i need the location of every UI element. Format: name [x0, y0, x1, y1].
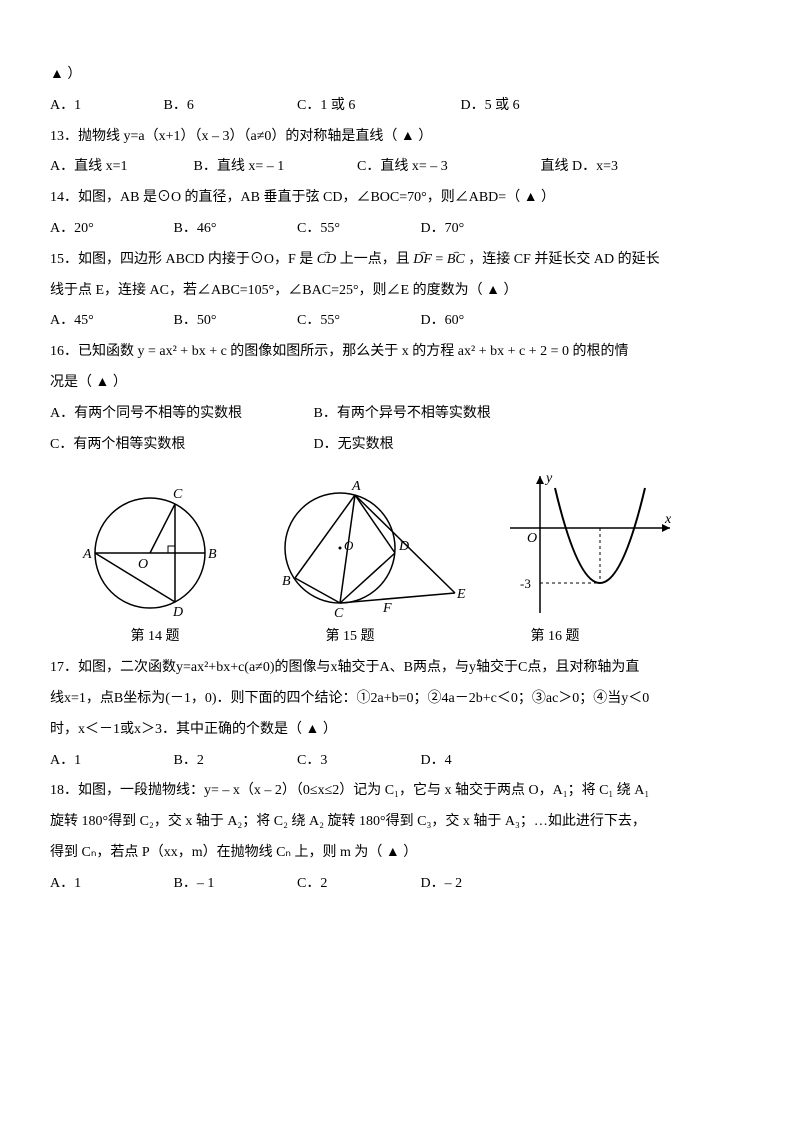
- lead-fragment: ▲ ）: [50, 60, 750, 91]
- svg-text:O: O: [138, 557, 148, 572]
- q15-opt-b: B．50°: [174, 306, 294, 337]
- q17-opt-b: B．2: [174, 746, 294, 777]
- q12-opt-a: A．1: [50, 91, 160, 122]
- q13-opt-c: C．直线 x= – 3: [357, 152, 537, 183]
- q15-stem-line1: 15．如图，四边形 ABCD 内接于⊙O，F 是 ⌢CD 上一点，且 ⌢DF =…: [50, 245, 750, 276]
- q16-opt-a: A．有两个同号不相等的实数根: [50, 399, 310, 430]
- svg-text:B: B: [282, 574, 291, 589]
- svg-text:C: C: [173, 487, 183, 502]
- svg-text:B: B: [208, 547, 217, 562]
- svg-text:F: F: [382, 601, 392, 616]
- q15-opt-a: A．45°: [50, 306, 170, 337]
- q18-line2: 旋转 180°得到 C₂，交 x 轴于 A₂；将 C₂ 绕 A₂ 旋转 180°…: [50, 807, 750, 838]
- q13-opt-a: A．直线 x=1: [50, 152, 190, 183]
- q14-opt-a: A．20°: [50, 214, 170, 245]
- fig16: x y O -3: [500, 468, 680, 618]
- q15-text-3: ，连接 CF 并延长交 AD 的延长: [465, 252, 660, 267]
- svg-text:C: C: [334, 606, 344, 618]
- svg-text:A: A: [351, 479, 361, 494]
- q14-stem: 14．如图，AB 是⊙O 的直径，AB 垂直于弦 CD，∠BOC=70°，则∠A…: [50, 183, 750, 214]
- svg-text:A: A: [82, 547, 92, 562]
- q12-opt-c: C．1 或 6: [297, 91, 457, 122]
- q18-opt-b: B．– 1: [174, 869, 294, 900]
- q16-opt-b: B．有两个异号不相等实数根: [314, 399, 491, 430]
- q17-opt-c: C．3: [297, 746, 417, 777]
- fig16-caption: 第 16 题: [460, 622, 650, 653]
- q15-text-2: 上一点，且: [336, 252, 413, 267]
- q16-opt-d: D．无实数根: [314, 430, 394, 461]
- q18-options: A．1 B．– 1 C．2 D．– 2: [50, 869, 750, 900]
- q17-opt-d: D．4: [421, 746, 541, 777]
- q12-opt-d: D．5 或 6: [461, 91, 621, 122]
- q13-stem: 13．抛物线 y=a（x+1）（x – 3）（a≠0）的对称轴是直线（ ▲ ）: [50, 122, 750, 153]
- q17-options: A．1 B．2 C．3 D．4: [50, 746, 750, 777]
- q18-opt-a: A．1: [50, 869, 170, 900]
- arc-bc: ⌢BC: [447, 252, 465, 267]
- svg-text:y: y: [544, 471, 553, 486]
- figure-captions: 第 14 题 第 15 题 第 16 题: [70, 622, 750, 653]
- q15-eq: =: [432, 252, 447, 267]
- q18-opt-d: D．– 2: [421, 869, 541, 900]
- q18-opt-c: C．2: [297, 869, 417, 900]
- q17-line3: 时，x＜－1或x＞3．其中正确的个数是（ ▲ ）: [50, 715, 750, 746]
- q14-options: A．20° B．46° C．55° D．70°: [50, 214, 750, 245]
- q15-text-1: 15．如图，四边形 ABCD 内接于⊙O，F 是: [50, 252, 317, 267]
- svg-text:E: E: [456, 587, 466, 602]
- svg-text:D: D: [172, 605, 183, 618]
- fig15-caption: 第 15 题: [240, 622, 460, 653]
- svg-text:-3: -3: [520, 576, 531, 591]
- q18-line3: 得到 Cₙ，若点 P（xx，m）在抛物线 Cₙ 上，则 m 为（ ▲ ）: [50, 838, 750, 869]
- q13-opt-b: B．直线 x= – 1: [194, 152, 354, 183]
- q18-line1: 18．如图，一段抛物线：y= – x（x – 2）（0≤x≤2）记为 C₁，它与…: [50, 776, 750, 807]
- q13-opt-d: 直线 D．x=3: [541, 152, 619, 183]
- q15-options: A．45° B．50° C．55° D．60°: [50, 306, 750, 337]
- q15-stem-line2: 线于点 E，连接 AC，若∠ABC=105°，∠BAC=25°，则∠E 的度数为…: [50, 276, 750, 307]
- q15-opt-c: C．55°: [297, 306, 417, 337]
- figures-row: A B C D O A B C D E F O: [70, 468, 750, 618]
- q17-line2: 线x=1，点B坐标为(－1，0)．则下面的四个结论：①2a+b=0；②4a－2b…: [50, 684, 750, 715]
- svg-text:O: O: [344, 538, 354, 553]
- q17-line1: 17．如图，二次函数y=ax²+bx+c(a≠0)的图像与x轴交于A、B两点，与…: [50, 653, 750, 684]
- q15-opt-d: D．60°: [421, 306, 541, 337]
- q16-options-row2: C．有两个相等实数根 D．无实数根: [50, 430, 750, 461]
- q13-options: A．直线 x=1 B．直线 x= – 1 C．直线 x= – 3 直线 D．x=…: [50, 152, 750, 183]
- q16-stem-line1: 16．已知函数 y = ax² + bx + c 的图像如图所示，那么关于 x …: [50, 337, 750, 368]
- q16-opt-c: C．有两个相等实数根: [50, 430, 310, 461]
- q16-stem-line2: 况是（ ▲ ）: [50, 368, 750, 399]
- svg-text:x: x: [664, 512, 672, 527]
- q14-opt-d: D．70°: [421, 214, 541, 245]
- q16-options-row1: A．有两个同号不相等的实数根 B．有两个异号不相等实数根: [50, 399, 750, 430]
- arc-cd: ⌢CD: [317, 252, 336, 267]
- svg-text:D: D: [398, 539, 409, 554]
- q14-opt-c: C．55°: [297, 214, 417, 245]
- arc-df: ⌢DF: [413, 252, 432, 267]
- q17-opt-a: A．1: [50, 746, 170, 777]
- svg-text:O: O: [527, 531, 537, 546]
- fig14: A B C D O: [70, 478, 230, 618]
- fig14-caption: 第 14 题: [70, 622, 240, 653]
- q12-options: A．1 B．6 C．1 或 6 D．5 或 6: [50, 91, 750, 122]
- q12-opt-b: B．6: [164, 91, 294, 122]
- fig15: A B C D E F O: [260, 478, 470, 618]
- q14-opt-b: B．46°: [174, 214, 294, 245]
